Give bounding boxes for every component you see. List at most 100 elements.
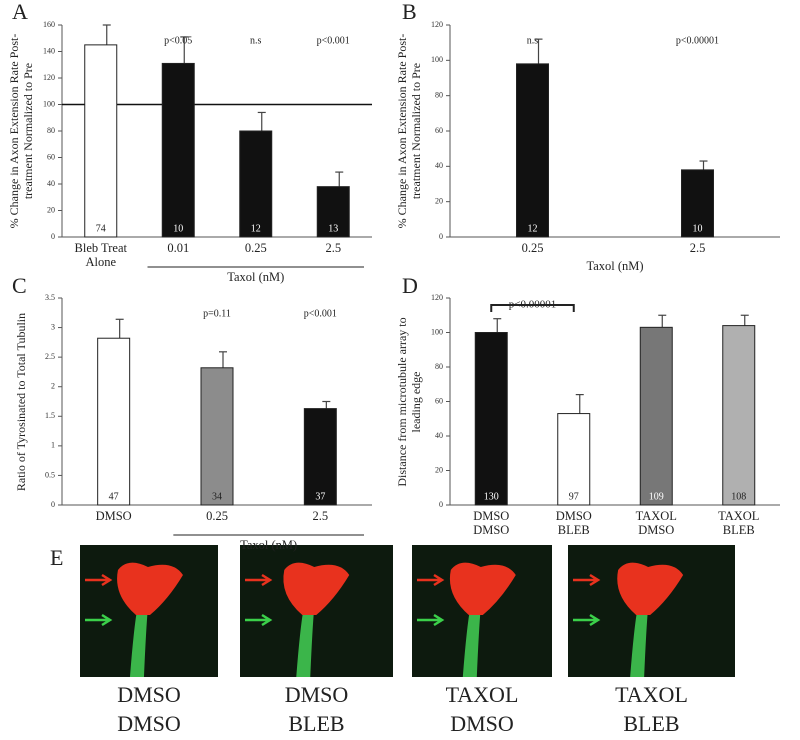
y-tick-label: 2.5: [45, 352, 55, 361]
bar: [639, 326, 673, 506]
y-tick-label: 160: [43, 20, 55, 29]
x-tick-label: 0.25: [206, 509, 228, 523]
growth-cone: [449, 562, 516, 615]
x-tick-label: TAXOL DMSO: [635, 509, 677, 538]
x-tick-label: 2.5: [689, 241, 706, 255]
n-label: 47: [109, 491, 119, 502]
x-tick-label: 0.25: [521, 241, 544, 255]
panel-label: A: [12, 0, 28, 24]
n-label: 13: [328, 223, 338, 234]
y-axis-label: Distance from microtubule array to leadi…: [395, 316, 423, 487]
bar: [200, 367, 234, 506]
y-tick-label: 1: [51, 441, 55, 450]
bar: [316, 186, 350, 238]
y-tick-label: 120: [43, 73, 55, 82]
y-tick-label: 100: [431, 55, 443, 64]
caption: DMSO BLEB: [284, 682, 349, 736]
red-arrow: [573, 573, 601, 587]
bar: [681, 169, 714, 238]
y-tick-label: 40: [47, 179, 55, 188]
y-tick-label: 3.5: [45, 293, 55, 302]
caption: TAXOL BLEB: [615, 682, 688, 736]
x-tick-label: DMSO BLEB: [555, 509, 592, 538]
y-axis-label: Ratio of Tyrosinated to Total Tubulin: [14, 312, 29, 491]
y-tick-label: 2: [51, 382, 55, 391]
y-tick-label: 0: [51, 232, 55, 241]
x-tick-label: Bleb Treat Alone: [74, 241, 127, 270]
x-tick-label: DMSO: [95, 509, 132, 523]
panel-label: B: [402, 0, 417, 24]
y-tick-label: 140: [43, 46, 55, 55]
y-tick-label: 1.5: [45, 411, 55, 420]
growth-cone: [117, 562, 183, 615]
y-tick-label: 60: [47, 152, 55, 161]
red-arrow: [85, 573, 113, 587]
n-label: 97: [569, 491, 579, 502]
microtubule-stem: [296, 605, 315, 677]
p-value-label: p<0.001: [317, 35, 350, 46]
y-tick-label: 3: [51, 322, 55, 331]
growth-cone: [617, 562, 684, 615]
y-tick-label: 100: [43, 99, 55, 108]
p-value-label: n.s: [527, 35, 539, 46]
p-value-label: p<0.00001: [676, 35, 719, 46]
n-label: 34: [212, 491, 222, 502]
y-tick-label: 20: [47, 205, 55, 214]
panel-label: C: [12, 273, 27, 298]
panel-label: E: [50, 545, 63, 570]
y-tick-label: 0: [439, 232, 443, 241]
green-arrow: [573, 613, 601, 627]
bar: [97, 337, 131, 506]
y-axis-label: % Change in Axon Extension Rate Post-tre…: [7, 33, 35, 229]
group-label: Taxol (nM): [227, 270, 285, 284]
p-value-label: p<0.001: [304, 308, 337, 319]
green-arrow: [85, 613, 113, 627]
green-arrow: [245, 613, 273, 627]
y-tick-label: 60: [435, 126, 443, 135]
bracket-label: p<0.00001: [509, 299, 556, 311]
y-tick-label: 120: [431, 293, 443, 302]
x-tick-label: 2.5: [312, 509, 329, 523]
p-value-label: p<0.05: [164, 35, 192, 46]
caption: TAXOL DMSO: [445, 682, 519, 736]
bar: [722, 325, 756, 506]
bar: [239, 130, 273, 238]
group-label: Taxol (nM): [240, 538, 298, 552]
n-label: 74: [96, 223, 106, 234]
n-label: 109: [649, 491, 664, 502]
n-label: 10: [173, 223, 183, 234]
x-tick-label: 0.25: [244, 241, 267, 255]
y-tick-label: 0: [51, 500, 55, 509]
significance-bracket: [490, 304, 575, 312]
y-tick-label: 80: [47, 126, 55, 135]
red-arrow: [245, 573, 273, 587]
n-label: 108: [731, 491, 746, 502]
y-tick-label: 40: [435, 161, 443, 170]
y-tick-label: 20: [435, 196, 443, 205]
bar: [474, 332, 508, 506]
bar: [84, 44, 118, 238]
y-tick-label: 20: [435, 465, 443, 474]
y-tick-label: 80: [435, 362, 443, 371]
bar: [516, 63, 549, 238]
n-label: 12: [251, 223, 261, 234]
bar: [161, 62, 195, 238]
x-tick-label: 0.01: [167, 241, 190, 255]
red-arrow: [417, 573, 445, 587]
n-label: 130: [484, 491, 499, 502]
y-tick-label: 100: [431, 327, 443, 336]
y-tick-label: 0: [439, 500, 443, 509]
y-tick-label: 120: [431, 20, 443, 29]
y-axis-label: % Change in Axon Extension Rate Post-tre…: [395, 33, 423, 229]
microtubule-stem: [462, 605, 481, 677]
y-tick-label: 40: [435, 431, 443, 440]
n-label: 12: [528, 223, 538, 234]
panel-label: D: [402, 273, 418, 298]
y-tick-label: 80: [435, 90, 443, 99]
microtubule-stem: [630, 605, 649, 677]
green-arrow: [417, 613, 445, 627]
n-label: 37: [315, 491, 325, 502]
n-label: 10: [693, 223, 703, 234]
